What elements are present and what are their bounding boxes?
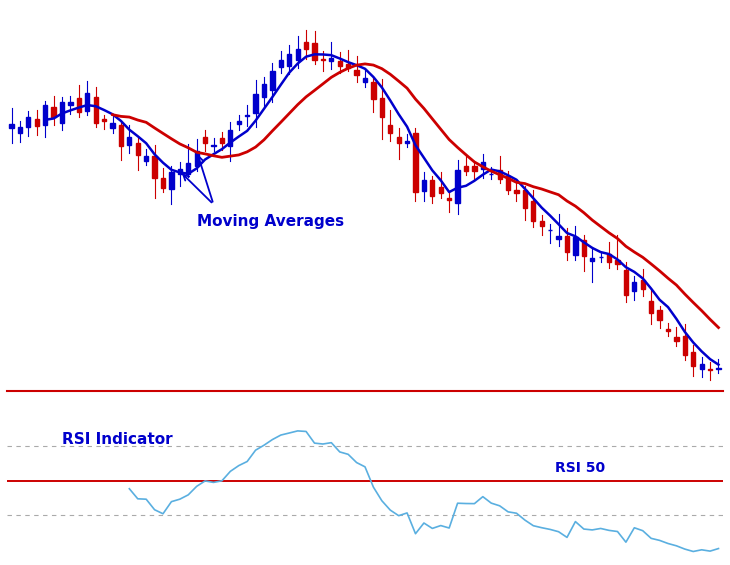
- Bar: [607, 254, 611, 262]
- Bar: [582, 240, 586, 256]
- Bar: [287, 54, 291, 66]
- Bar: [60, 102, 64, 123]
- Bar: [708, 368, 712, 370]
- Bar: [666, 329, 670, 332]
- Bar: [296, 49, 300, 60]
- Bar: [456, 170, 460, 203]
- Bar: [691, 351, 696, 366]
- Bar: [641, 280, 645, 289]
- Bar: [413, 133, 418, 192]
- Text: RSI 50: RSI 50: [556, 461, 605, 475]
- Bar: [523, 190, 527, 208]
- Bar: [590, 258, 594, 261]
- Bar: [9, 124, 14, 128]
- Bar: [556, 236, 561, 239]
- Bar: [195, 151, 199, 167]
- Bar: [85, 93, 89, 111]
- Bar: [464, 166, 468, 171]
- Bar: [43, 105, 47, 125]
- Bar: [447, 198, 451, 199]
- Bar: [279, 60, 283, 67]
- Bar: [119, 125, 123, 146]
- Bar: [177, 168, 182, 175]
- Bar: [270, 71, 274, 90]
- Bar: [388, 125, 392, 133]
- Bar: [329, 58, 334, 62]
- Bar: [77, 98, 81, 112]
- Bar: [439, 187, 443, 193]
- Bar: [136, 143, 140, 155]
- Bar: [127, 137, 131, 145]
- Bar: [405, 141, 410, 143]
- Bar: [320, 59, 325, 60]
- Bar: [93, 97, 98, 123]
- Bar: [26, 117, 31, 127]
- Bar: [430, 180, 434, 196]
- Bar: [338, 61, 342, 66]
- Bar: [169, 172, 174, 189]
- Bar: [632, 282, 637, 290]
- Bar: [102, 119, 106, 121]
- Bar: [624, 270, 628, 295]
- Bar: [355, 70, 358, 75]
- Bar: [498, 171, 502, 179]
- Bar: [539, 221, 544, 226]
- Text: RSI Indicator: RSI Indicator: [62, 432, 172, 447]
- Bar: [658, 310, 661, 320]
- Bar: [52, 107, 55, 117]
- Bar: [699, 364, 704, 369]
- Bar: [34, 119, 39, 126]
- Bar: [69, 102, 72, 105]
- Bar: [110, 123, 115, 128]
- Bar: [506, 176, 510, 190]
- Bar: [220, 138, 224, 143]
- Bar: [346, 64, 350, 68]
- Bar: [481, 162, 485, 169]
- Bar: [304, 42, 308, 49]
- Bar: [186, 163, 191, 173]
- Bar: [312, 42, 317, 59]
- Bar: [675, 337, 678, 341]
- Bar: [380, 98, 384, 118]
- Bar: [237, 121, 241, 124]
- Bar: [161, 179, 165, 188]
- Bar: [372, 82, 375, 99]
- Bar: [228, 130, 232, 146]
- Bar: [472, 166, 477, 171]
- Text: Moving Averages: Moving Averages: [196, 214, 344, 229]
- Bar: [396, 137, 401, 144]
- Bar: [683, 336, 687, 355]
- Bar: [18, 128, 22, 133]
- Bar: [212, 145, 215, 146]
- Bar: [144, 156, 148, 161]
- Bar: [649, 301, 653, 313]
- Bar: [573, 237, 577, 255]
- Bar: [615, 260, 620, 264]
- Bar: [422, 180, 426, 191]
- Bar: [253, 94, 258, 112]
- Bar: [531, 201, 535, 221]
- Bar: [203, 137, 207, 143]
- Bar: [153, 156, 157, 178]
- Bar: [489, 174, 493, 175]
- Bar: [515, 190, 518, 193]
- Bar: [262, 84, 266, 97]
- Bar: [565, 236, 569, 251]
- Bar: [363, 79, 367, 81]
